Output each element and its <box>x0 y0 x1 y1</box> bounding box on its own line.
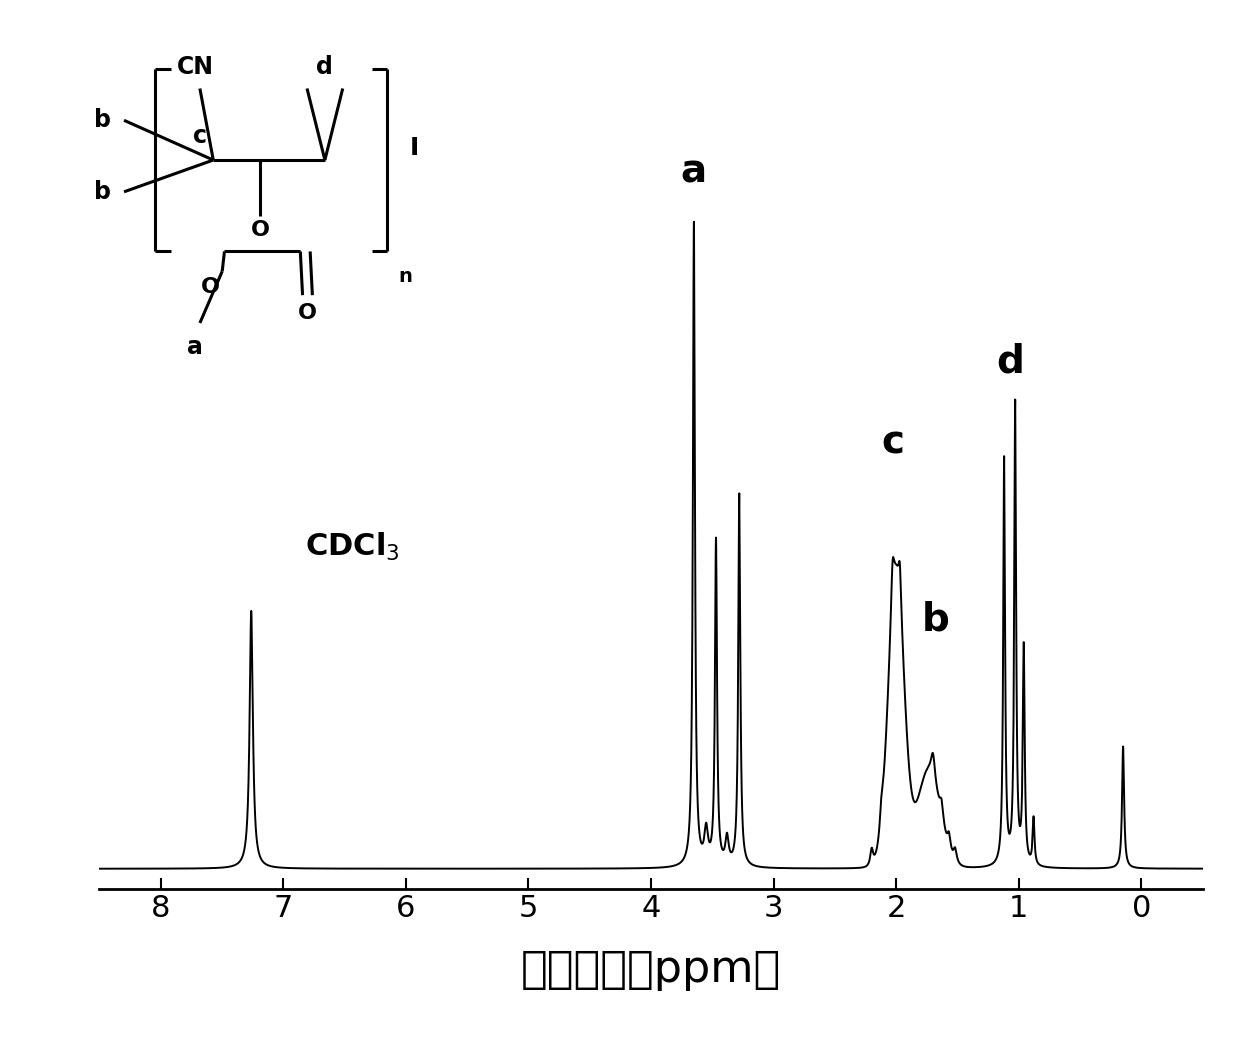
Text: CDCl$_3$: CDCl$_3$ <box>305 531 401 564</box>
Text: b: b <box>93 109 110 132</box>
Text: b: b <box>921 600 950 638</box>
Text: a: a <box>187 335 203 359</box>
Text: a: a <box>681 153 707 190</box>
Text: I: I <box>409 136 419 160</box>
Text: d: d <box>997 342 1024 381</box>
Text: O: O <box>250 220 269 240</box>
Text: c: c <box>192 124 207 149</box>
X-axis label: 化学位移（ppm）: 化学位移（ppm） <box>521 948 781 991</box>
Text: b: b <box>93 180 110 204</box>
Text: O: O <box>298 303 316 323</box>
Text: CN: CN <box>177 54 215 78</box>
Text: c: c <box>882 424 904 461</box>
Text: d: d <box>316 54 334 78</box>
Text: n: n <box>398 268 413 287</box>
Text: O: O <box>201 277 219 297</box>
